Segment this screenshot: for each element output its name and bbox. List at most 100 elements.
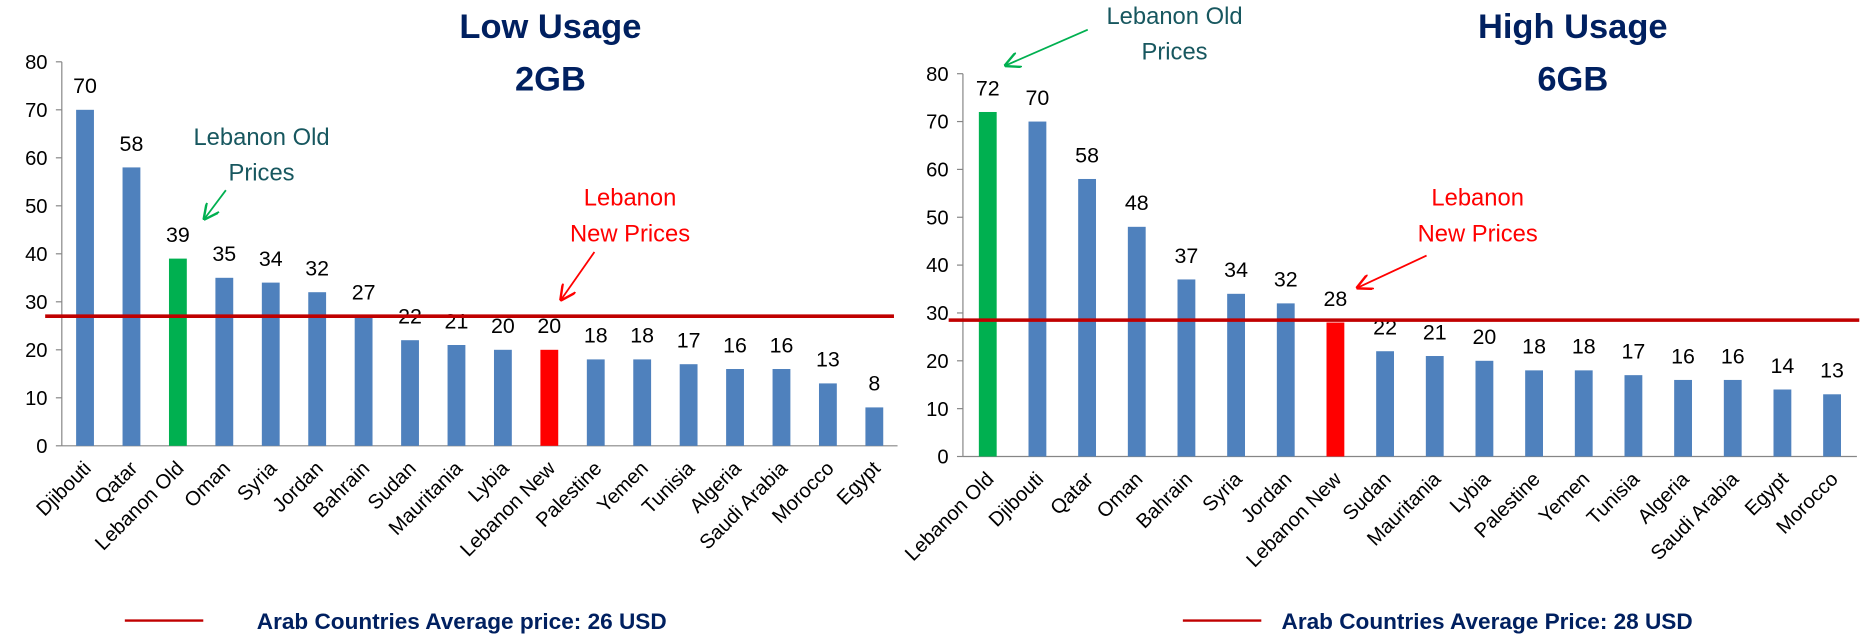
bar	[1674, 379, 1692, 457]
bar	[493, 349, 512, 446]
bar	[122, 167, 141, 446]
annotation-arrow	[561, 251, 596, 300]
annotation: Prices	[1142, 38, 1208, 65]
y-tick-label: 40	[926, 255, 948, 277]
y-tick-label: 0	[36, 436, 47, 458]
y-tick-label: 50	[926, 207, 948, 229]
x-tick-label: Yemen	[1535, 468, 1594, 527]
x-tick-label: Egypt	[833, 457, 885, 509]
value-label: 58	[120, 132, 144, 156]
annotation: Prices	[229, 160, 295, 187]
charts: Low Usage2GB0102030405060708070Djibouti5…	[25, 3, 1860, 634]
y-tick-label: 60	[25, 148, 47, 170]
bar	[865, 407, 884, 446]
value-label: 16	[723, 333, 747, 357]
bar	[540, 349, 559, 446]
value-label: 16	[770, 333, 794, 357]
y-tick-label: 70	[926, 112, 948, 134]
value-label: 17	[677, 329, 701, 353]
y-tick-label: 20	[926, 351, 948, 373]
bar	[1078, 178, 1097, 457]
bar	[168, 258, 187, 446]
x-tick-label: Djibouti	[985, 468, 1048, 531]
chart-title: High Usage	[1478, 8, 1668, 46]
bar	[1475, 360, 1494, 457]
value-label: 18	[584, 324, 608, 348]
bar	[772, 369, 791, 446]
value-label: 16	[1671, 344, 1695, 368]
bar	[586, 359, 605, 446]
bar	[1574, 370, 1593, 457]
bar	[1127, 226, 1146, 457]
value-label: 21	[1423, 320, 1447, 344]
bar	[1624, 375, 1643, 457]
y-tick-label: 70	[25, 100, 47, 122]
y-tick-label: 20	[25, 340, 47, 362]
value-label: 8	[868, 372, 880, 396]
y-tick-label: 60	[926, 160, 948, 182]
annotation-arrow	[204, 189, 227, 219]
value-label: 20	[491, 314, 515, 338]
bar	[1227, 293, 1246, 457]
value-label: 18	[1572, 335, 1596, 359]
value-label: 35	[212, 242, 236, 266]
bar	[1376, 351, 1394, 457]
value-label: 14	[1771, 354, 1795, 378]
bar	[679, 364, 698, 446]
chart-subtitle: 6GB	[1537, 60, 1608, 98]
annotation: Lebanon	[1431, 185, 1524, 212]
annotation-arrow	[1006, 28, 1089, 66]
y-tick-label: 80	[25, 52, 47, 74]
y-tick-label: 0	[937, 447, 948, 469]
bar	[401, 340, 419, 446]
y-tick-label: 80	[926, 64, 948, 86]
y-tick-label: 30	[25, 292, 47, 314]
value-label: 17	[1622, 340, 1646, 364]
value-label: 34	[1224, 258, 1248, 282]
bar	[1823, 394, 1841, 457]
value-label: 16	[1721, 344, 1745, 368]
annotation: New Prices	[1418, 220, 1538, 247]
bar	[633, 359, 652, 446]
x-tick-label: Djibouti	[33, 458, 96, 521]
bar	[978, 111, 997, 457]
value-label: 70	[73, 74, 97, 98]
value-label: 34	[259, 247, 283, 271]
bar	[1773, 389, 1792, 457]
bar	[1425, 356, 1444, 457]
value-label: 13	[1820, 359, 1844, 383]
value-label: 28	[1324, 287, 1348, 311]
chart-title: Low Usage	[459, 8, 641, 46]
y-tick-label: 10	[926, 399, 948, 421]
value-label: 20	[1473, 325, 1497, 349]
annotation-arrow	[1358, 254, 1427, 288]
value-label: 48	[1125, 191, 1149, 215]
bar	[818, 383, 837, 446]
value-label: 21	[445, 309, 469, 333]
value-label: 72	[976, 76, 1000, 100]
x-tick-label: Qatar	[1046, 468, 1097, 519]
value-label: 58	[1075, 143, 1099, 167]
y-tick-label: 40	[25, 244, 47, 266]
bar	[726, 369, 744, 446]
value-label: 18	[630, 324, 654, 348]
x-tick-label: Tunisia	[638, 457, 700, 519]
bar	[1028, 121, 1047, 457]
bar	[1177, 279, 1196, 457]
bar	[447, 345, 466, 446]
bar	[1525, 370, 1543, 457]
legend-label: Arab Countries Average Price: 28 USD	[1282, 609, 1693, 634]
bar	[1276, 303, 1295, 457]
value-label: 18	[1522, 335, 1546, 359]
value-label: 20	[537, 314, 561, 338]
bar	[1326, 322, 1345, 457]
x-tick-label: Oman	[181, 458, 235, 512]
value-label: 27	[352, 281, 376, 305]
value-label: 32	[305, 257, 329, 281]
bar	[1723, 379, 1742, 457]
chart-subtitle: 2GB	[515, 60, 586, 98]
x-tick-label: Bahrain	[1132, 468, 1197, 533]
y-tick-label: 10	[25, 388, 47, 410]
y-tick-label: 50	[25, 196, 47, 218]
